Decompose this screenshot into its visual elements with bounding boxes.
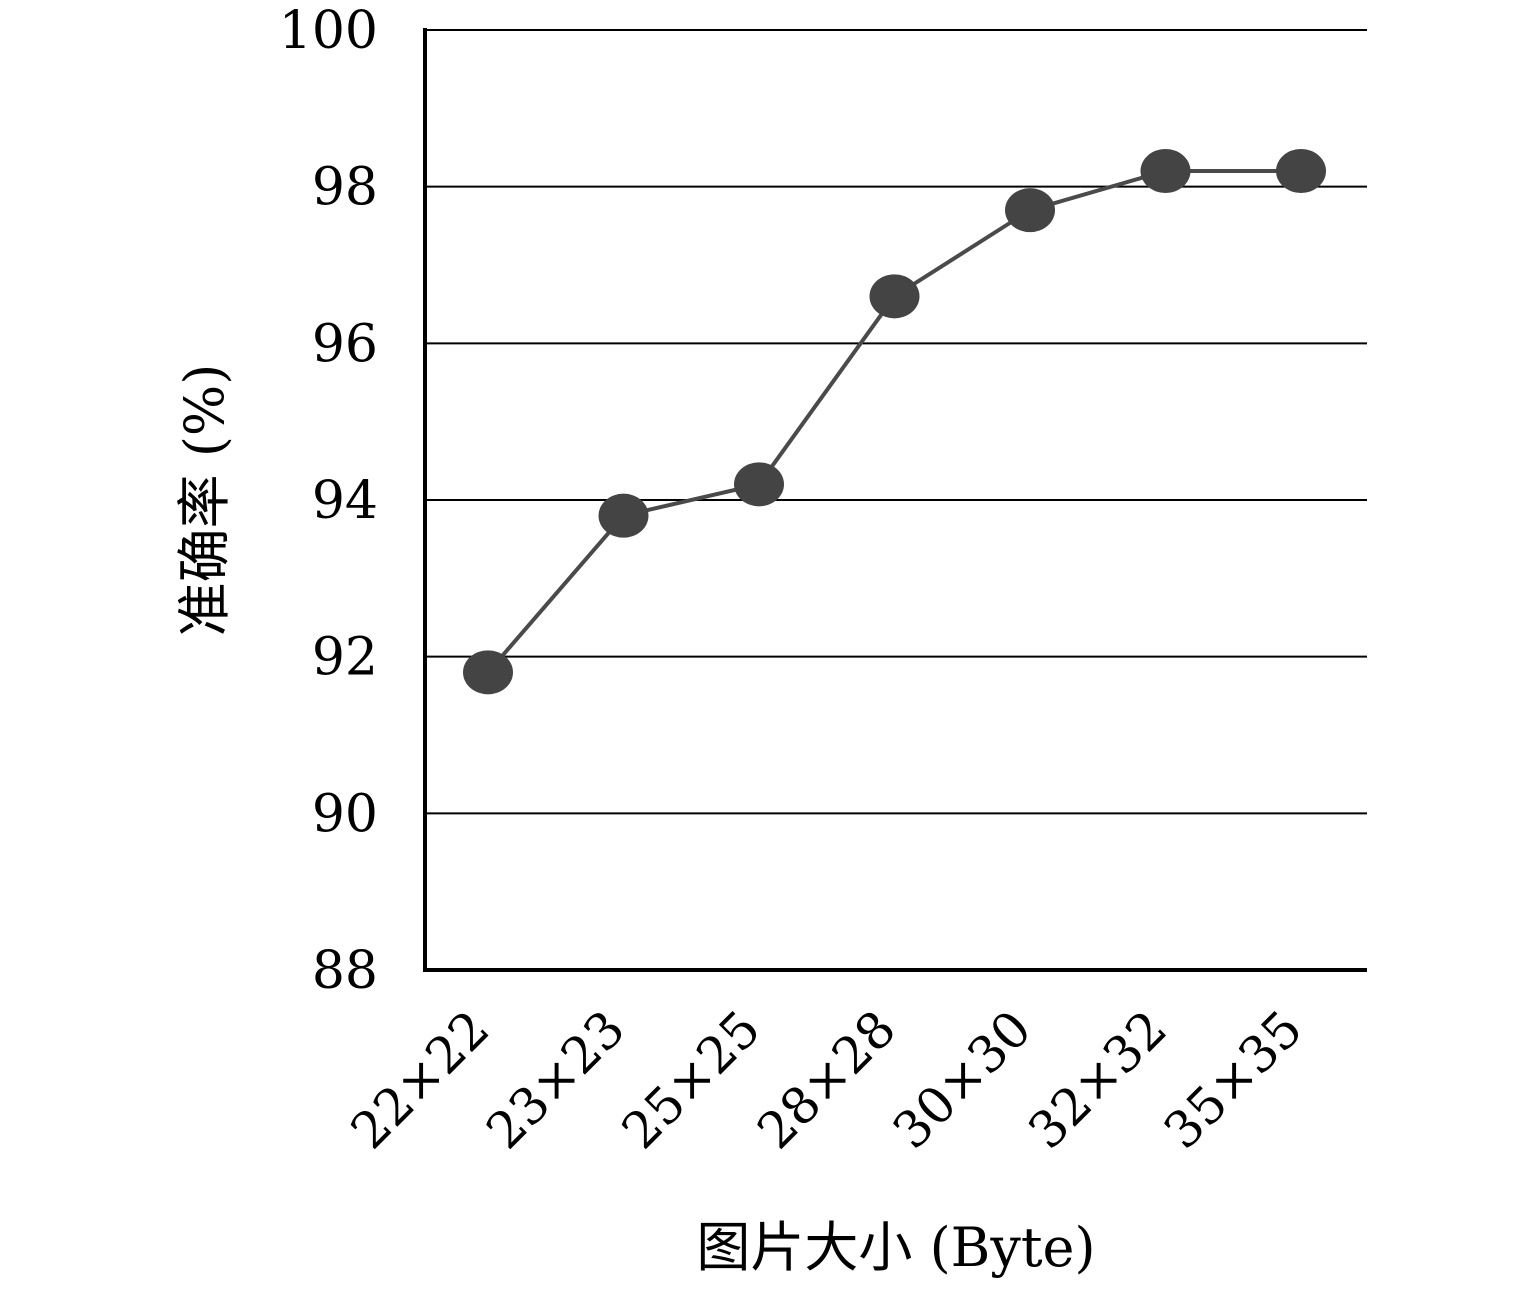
x-tick-label: 23×23 <box>475 999 636 1160</box>
y-tick-label: 94 <box>312 471 378 531</box>
data-point <box>463 650 513 695</box>
y-tick-label: 88 <box>312 941 378 1001</box>
x-axis-label: 图片大小 (Byte) <box>696 1216 1095 1279</box>
y-tick-label: 96 <box>312 314 378 374</box>
y-axis-label: 准确率 (%) <box>173 364 236 637</box>
x-tick-label: 30×30 <box>882 999 1043 1160</box>
axes <box>423 28 1367 972</box>
y-tick-label: 100 <box>279 1 378 61</box>
data-point <box>598 493 649 538</box>
series-line <box>486 169 1301 674</box>
gridlines <box>425 29 1367 815</box>
x-tick-label: 22×22 <box>340 999 501 1160</box>
data-point <box>1140 149 1191 193</box>
y-tick-label: 98 <box>312 158 378 218</box>
data-point <box>1276 149 1326 193</box>
data-point <box>869 274 920 319</box>
x-tick-label: 35×35 <box>1153 999 1314 1160</box>
x-tick-label: 25×25 <box>611 999 772 1160</box>
x-tick-label: 28×28 <box>746 999 907 1160</box>
series <box>463 149 1326 695</box>
y-tick-label: 90 <box>312 784 378 844</box>
y-tick-label: 92 <box>312 628 378 688</box>
y-tick-labels: 88 90 92 94 96 98 100 <box>279 1 378 1001</box>
data-point <box>1005 188 1055 233</box>
x-tick-label: 32×32 <box>1017 999 1178 1160</box>
data-point <box>734 462 784 507</box>
